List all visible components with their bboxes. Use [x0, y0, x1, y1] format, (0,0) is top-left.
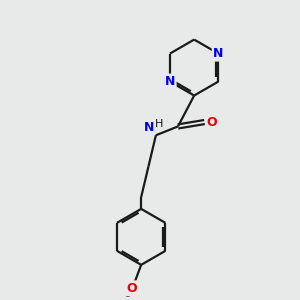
Text: N: N [144, 121, 154, 134]
Text: H: H [154, 119, 163, 129]
Text: O: O [206, 116, 217, 128]
Text: N: N [213, 47, 224, 60]
Text: O: O [126, 282, 137, 295]
Text: N: N [165, 75, 175, 88]
